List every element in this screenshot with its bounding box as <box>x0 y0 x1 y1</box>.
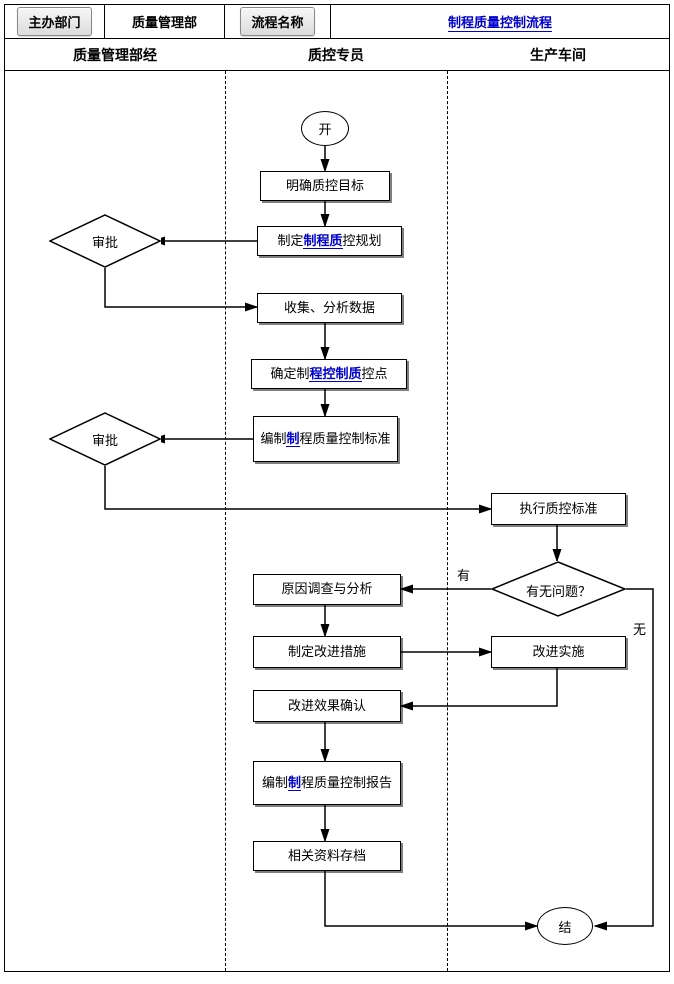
node-problem: 有无问题？ <box>491 561 626 617</box>
node-measures: 制定改进措施 <box>253 636 401 668</box>
node-collect: 收集、分析数据 <box>257 293 402 323</box>
edge-label-no: 无 <box>633 619 646 638</box>
header-label-dept: 主办部门 <box>17 7 91 36</box>
node-archive: 相关资料存档 <box>253 841 401 871</box>
node-plan: 制定制程质控规划 <box>257 226 402 256</box>
lane-title-2: 质控专员 <box>308 45 364 65</box>
lane-title-3: 生产车间 <box>530 45 586 65</box>
node-implement: 改进实施 <box>491 636 626 668</box>
header-row: 主办部门 质量管理部 流程名称 制程质量控制流程 <box>5 5 669 39</box>
flowchart-container: 主办部门 质量管理部 流程名称 制程质量控制流程 质量管理部经 质控专员 生产车… <box>4 4 670 972</box>
node-approve1: 审批 <box>49 214 161 268</box>
node-points: 确定制程控制质控点 <box>251 359 407 389</box>
edge-label-yes: 有 <box>457 565 470 584</box>
header-value-flow: 制程质量控制流程 <box>448 12 552 32</box>
lane-divider-2 <box>447 71 448 971</box>
node-goals: 明确质控目标 <box>260 171 390 201</box>
swimlane-body: 开 明确质控目标 制定制程质控规划 审批 收集、分析数据 确定制程控制质控点 编… <box>5 71 669 971</box>
node-standards: 编制制程质量控制标准 <box>253 416 398 462</box>
node-cause: 原因调查与分析 <box>253 574 401 605</box>
node-approve2: 审批 <box>49 412 161 466</box>
header-value-dept: 质量管理部 <box>132 12 197 31</box>
lane-title-1: 质量管理部经 <box>73 45 157 65</box>
node-end: 结 <box>537 907 593 945</box>
lane-header: 质量管理部经 质控专员 生产车间 <box>5 39 669 71</box>
node-start: 开 <box>301 111 349 146</box>
lane-divider-1 <box>225 71 226 971</box>
node-report: 编制制程质量控制报告 <box>253 761 401 805</box>
node-execute: 执行质控标准 <box>491 493 626 525</box>
node-confirm: 改进效果确认 <box>253 690 401 722</box>
header-label-flow: 流程名称 <box>240 7 314 36</box>
